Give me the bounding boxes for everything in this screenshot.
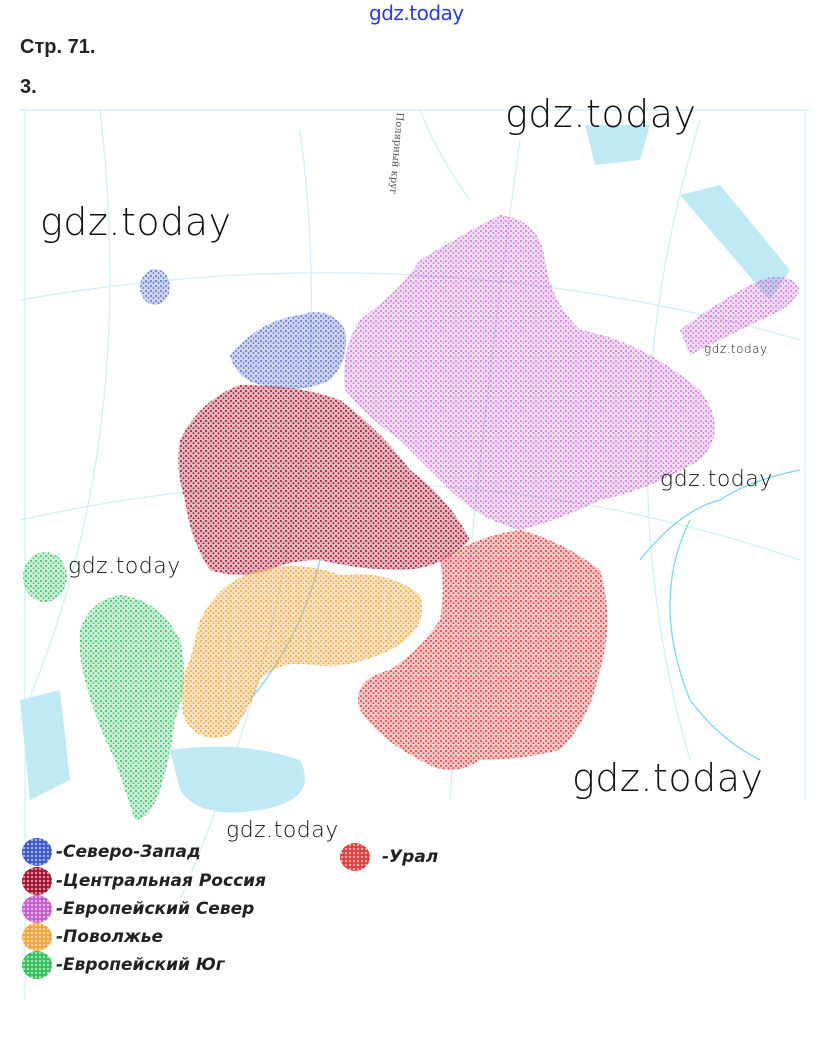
legend-swatch-icon [340, 843, 370, 871]
legend-item-central-russia: -Центральная Россия [22, 867, 266, 895]
region-central-russia [178, 385, 471, 575]
watermark-2: gdz.today [40, 200, 232, 244]
legend-label: -Поволжье [56, 927, 164, 947]
watermark-4: gdz.today [660, 467, 773, 492]
legend-item-volga: -Поволжье [22, 923, 163, 951]
watermark-7: gdz.today [226, 818, 339, 843]
region-ural [358, 530, 608, 770]
legend-item-north-west: -Северо-Запад [22, 838, 201, 866]
legend-item-european-south: -Европейский Юг [22, 951, 225, 979]
legend-swatch-icon [22, 923, 52, 951]
watermark-5: gdz.today [68, 554, 181, 579]
top-watermark: gdz.today [369, 1, 464, 25]
legend-label: -Центральная Россия [56, 871, 266, 891]
watermark-3: gdz.today [704, 342, 768, 356]
page-reference: Стр. 71. [20, 36, 96, 58]
watermark-6: gdz.today [572, 756, 764, 800]
watermark-1: gdz.today [505, 92, 697, 136]
water-bodies [20, 125, 790, 813]
region-european-north [344, 215, 800, 530]
legend-swatch-icon [22, 895, 52, 923]
legend-label: -Урал [382, 847, 439, 867]
legend-item-ural: -Урал [340, 843, 438, 871]
region-north-west [140, 269, 346, 389]
region-european-south [23, 552, 184, 820]
region-volga [181, 566, 422, 738]
legend-label: -Европейский Юг [56, 955, 225, 975]
legend-item-european-north: -Европейский Север [22, 895, 254, 923]
legend-swatch-icon [22, 951, 52, 979]
legend-label: -Европейский Север [56, 899, 255, 919]
legend-label: -Северо-Запад [56, 842, 201, 862]
legend-swatch-icon [22, 867, 52, 895]
task-number: 3. [20, 76, 37, 98]
legend-swatch-icon [22, 838, 52, 866]
